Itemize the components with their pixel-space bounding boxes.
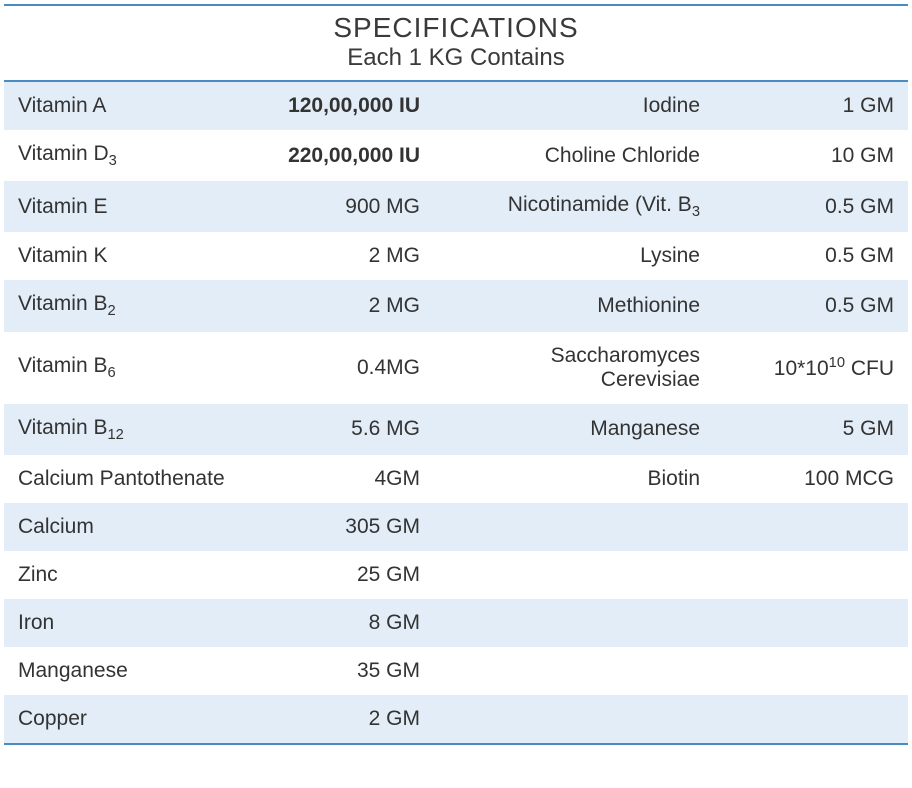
ingredient-name: Saccharomyces Cerevisiae bbox=[434, 332, 714, 404]
ingredient-name: Choline Chloride bbox=[434, 130, 714, 181]
table-row: Iron8 GM bbox=[4, 599, 908, 647]
table-row: Copper2 GM bbox=[4, 695, 908, 743]
ingredient-name: Lysine bbox=[434, 232, 714, 280]
ingredient-value: 305 GM bbox=[254, 503, 434, 551]
table-row: Vitamin D3220,00,000 IUCholine Chloride1… bbox=[4, 130, 908, 181]
ingredient-value: 900 MG bbox=[254, 181, 434, 232]
ingredient-name: Copper bbox=[4, 695, 254, 743]
ingredient-value: 10*1010 CFU bbox=[714, 332, 908, 404]
ingredient-name: Manganese bbox=[434, 404, 714, 455]
ingredient-value bbox=[714, 503, 908, 551]
ingredient-name: Iron bbox=[4, 599, 254, 647]
ingredient-value: 0.5 GM bbox=[714, 232, 908, 280]
ingredient-name: Methionine bbox=[434, 280, 714, 331]
ingredient-name bbox=[434, 599, 714, 647]
spec-table-container: SPECIFICATIONS Each 1 KG Contains Vitami… bbox=[4, 4, 908, 745]
spec-table: Vitamin A120,00,000 IUIodine1 GMVitamin … bbox=[4, 82, 908, 743]
table-title: SPECIFICATIONS bbox=[4, 12, 908, 44]
table-row: Calcium Pantothenate4GMBiotin100 MCG bbox=[4, 455, 908, 503]
table-row: Vitamin K2 MGLysine0.5 GM bbox=[4, 232, 908, 280]
ingredient-value: 120,00,000 IU bbox=[254, 82, 434, 130]
ingredient-name: Calcium bbox=[4, 503, 254, 551]
ingredient-value: 25 GM bbox=[254, 551, 434, 599]
ingredient-name: Nicotinamide (Vit. B3 bbox=[434, 181, 714, 232]
ingredient-name: Vitamin D3 bbox=[4, 130, 254, 181]
table-row: Vitamin B22 MGMethionine0.5 GM bbox=[4, 280, 908, 331]
ingredient-value: 220,00,000 IU bbox=[254, 130, 434, 181]
ingredient-name: Biotin bbox=[434, 455, 714, 503]
ingredient-name: Vitamin B6 bbox=[4, 332, 254, 404]
ingredient-value: 4GM bbox=[254, 455, 434, 503]
ingredient-value: 0.5 GM bbox=[714, 181, 908, 232]
ingredient-value: 100 MCG bbox=[714, 455, 908, 503]
table-row: Manganese35 GM bbox=[4, 647, 908, 695]
table-footer-rule bbox=[4, 743, 908, 745]
ingredient-value bbox=[714, 647, 908, 695]
ingredient-name bbox=[434, 647, 714, 695]
ingredient-value bbox=[714, 551, 908, 599]
ingredient-value: 35 GM bbox=[254, 647, 434, 695]
ingredient-name: Vitamin A bbox=[4, 82, 254, 130]
ingredient-value: 10 GM bbox=[714, 130, 908, 181]
table-subtitle: Each 1 KG Contains bbox=[4, 44, 908, 72]
ingredient-name bbox=[434, 503, 714, 551]
ingredient-value: 2 GM bbox=[254, 695, 434, 743]
ingredient-name: Manganese bbox=[4, 647, 254, 695]
table-header: SPECIFICATIONS Each 1 KG Contains bbox=[4, 4, 908, 82]
ingredient-value: 0.5 GM bbox=[714, 280, 908, 331]
ingredient-value: 8 GM bbox=[254, 599, 434, 647]
ingredient-value: 2 MG bbox=[254, 280, 434, 331]
table-row: Zinc25 GM bbox=[4, 551, 908, 599]
table-row: Vitamin B60.4MGSaccharomyces Cerevisiae1… bbox=[4, 332, 908, 404]
ingredient-name bbox=[434, 695, 714, 743]
ingredient-value: 1 GM bbox=[714, 82, 908, 130]
table-row: Vitamin A120,00,000 IUIodine1 GM bbox=[4, 82, 908, 130]
ingredient-name bbox=[434, 551, 714, 599]
ingredient-value: 5 GM bbox=[714, 404, 908, 455]
ingredient-name: Zinc bbox=[4, 551, 254, 599]
ingredient-value bbox=[714, 599, 908, 647]
ingredient-name: Vitamin K bbox=[4, 232, 254, 280]
ingredient-value: 2 MG bbox=[254, 232, 434, 280]
ingredient-value: 5.6 MG bbox=[254, 404, 434, 455]
table-row: Vitamin E900 MGNicotinamide (Vit. B30.5 … bbox=[4, 181, 908, 232]
table-row: Calcium305 GM bbox=[4, 503, 908, 551]
ingredient-name: Calcium Pantothenate bbox=[4, 455, 254, 503]
ingredient-value: 0.4MG bbox=[254, 332, 434, 404]
ingredient-name: Vitamin E bbox=[4, 181, 254, 232]
ingredient-name: Vitamin B12 bbox=[4, 404, 254, 455]
ingredient-name: Iodine bbox=[434, 82, 714, 130]
ingredient-name: Vitamin B2 bbox=[4, 280, 254, 331]
ingredient-value bbox=[714, 695, 908, 743]
table-row: Vitamin B125.6 MGManganese5 GM bbox=[4, 404, 908, 455]
